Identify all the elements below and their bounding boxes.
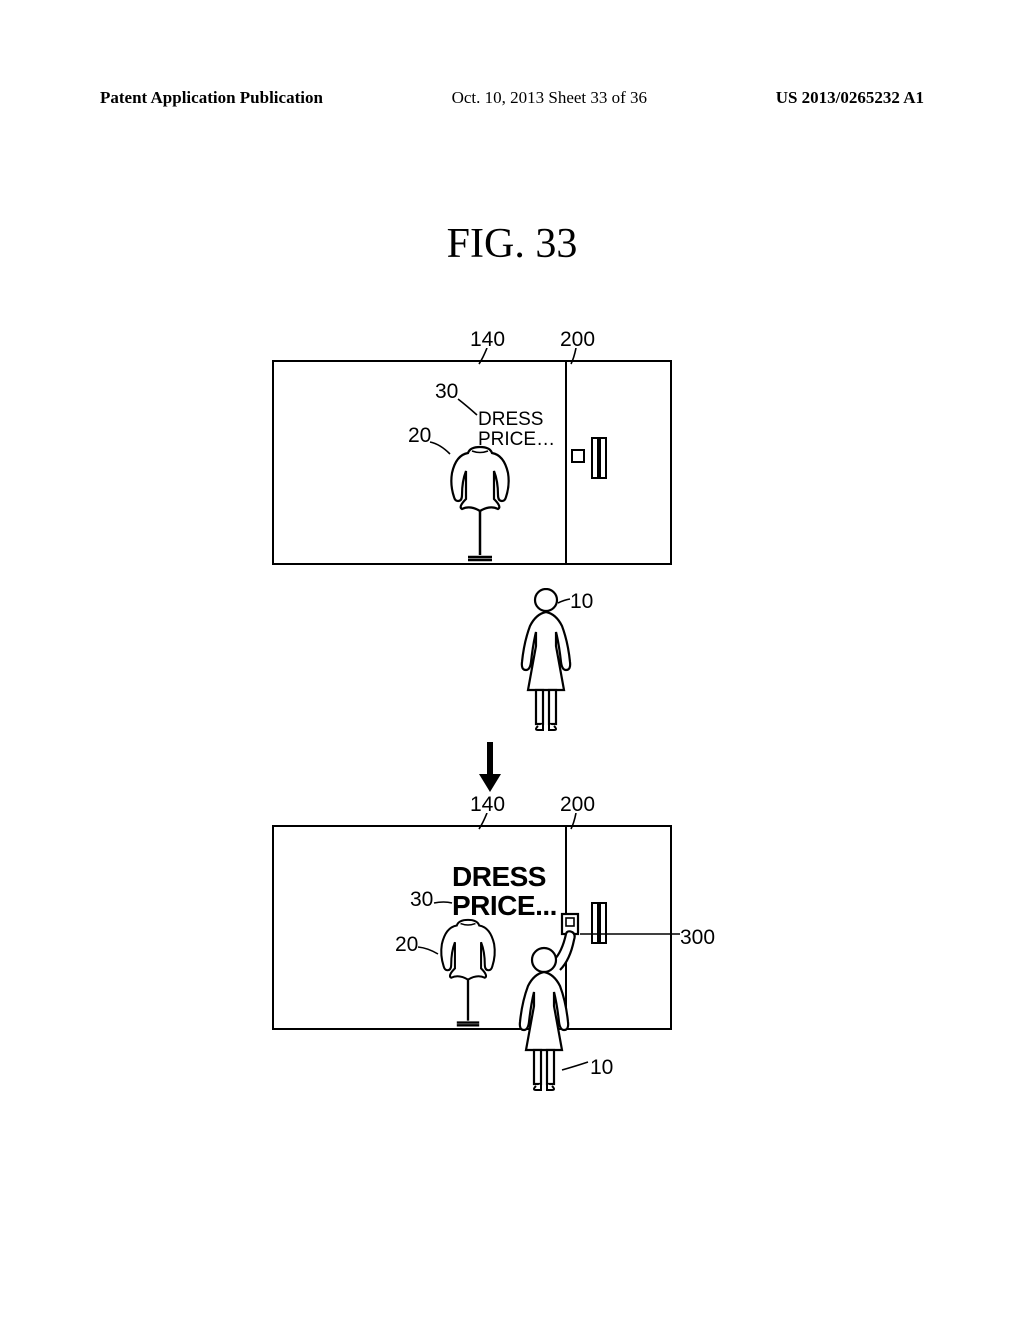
ref-30-top: 30: [435, 380, 458, 404]
header-publication: Patent Application Publication: [100, 88, 323, 108]
mannequin-icon-bottom: [428, 918, 508, 1030]
ref-10-middle: 10: [570, 590, 593, 614]
ref-200-bottom: 200: [560, 793, 595, 817]
info-line1-small: DRESS: [478, 410, 555, 430]
ref-300: 300: [680, 926, 715, 950]
ref-140-bottom: 140: [470, 793, 505, 817]
mannequin-icon-top: [440, 445, 520, 565]
info-text-small: DRESS PRICE…: [478, 410, 555, 450]
person-icon-bottom: [510, 912, 600, 1097]
ref-20-bottom: 20: [395, 933, 418, 957]
ref-10-bottom: 10: [590, 1056, 613, 1080]
page: Patent Application Publication Oct. 10, …: [0, 0, 1024, 1320]
figure-title: FIG. 33: [0, 220, 1024, 268]
ref-140-top: 140: [470, 328, 505, 352]
ref-200-top: 200: [560, 328, 595, 352]
arrow-down-icon: [475, 740, 505, 794]
info-line1-large: DRESS: [452, 862, 557, 891]
ref-20-top: 20: [408, 424, 431, 448]
header-patent-number: US 2013/0265232 A1: [776, 88, 924, 108]
header-sheet: Oct. 10, 2013 Sheet 33 of 36: [452, 88, 647, 108]
figure-diagram: 140 200 30 DRESS PRICE… 20: [260, 340, 760, 1170]
ref-30-bottom: 30: [410, 888, 433, 912]
page-header: Patent Application Publication Oct. 10, …: [100, 88, 924, 108]
